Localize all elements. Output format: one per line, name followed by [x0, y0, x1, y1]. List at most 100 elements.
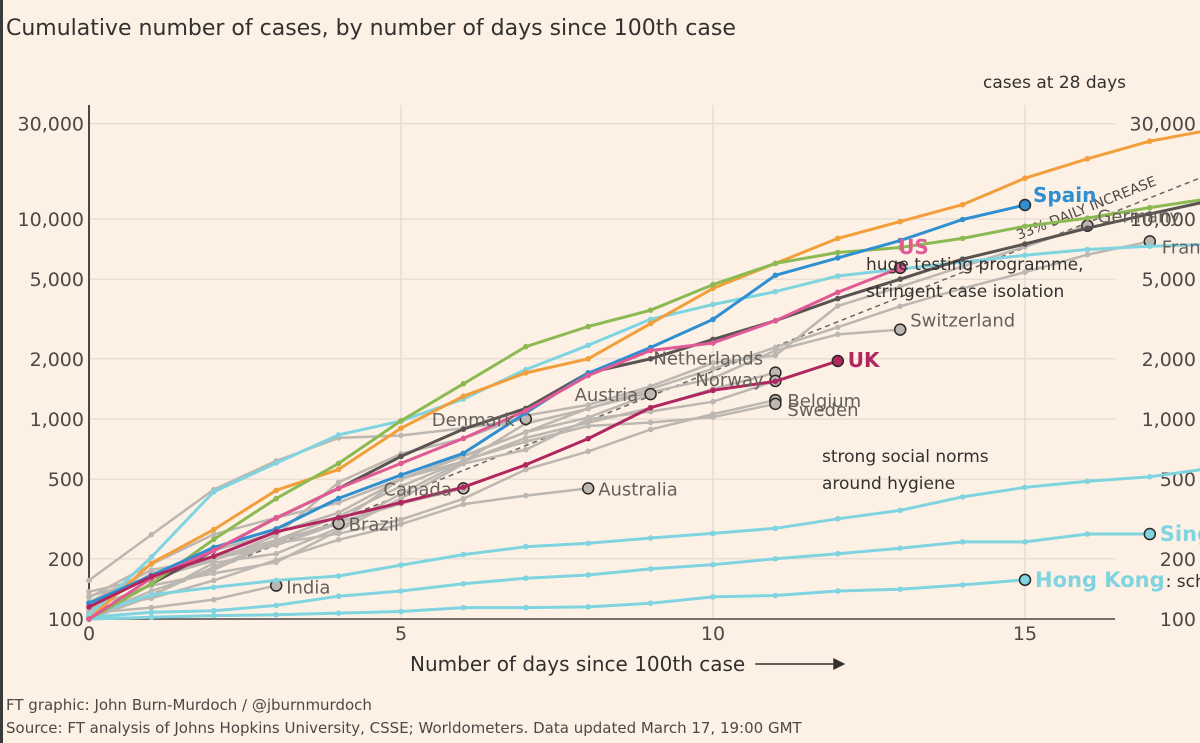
series-point-japan — [647, 535, 654, 541]
series-singapore — [86, 527, 1157, 621]
series-point-china — [835, 235, 841, 242]
series-point-japan — [211, 584, 217, 591]
series-point-france — [211, 559, 217, 566]
series-point-japan — [1084, 478, 1091, 485]
series-iran — [86, 198, 1200, 622]
series-point-france — [959, 285, 966, 292]
series-point-singapore — [398, 588, 404, 594]
series-point-spain — [835, 255, 841, 261]
series-point-uk — [710, 387, 716, 394]
series-point-us — [835, 289, 841, 296]
series-point-hong-kong — [523, 604, 529, 611]
series-point-singapore — [959, 539, 966, 545]
series-point-germany — [335, 479, 342, 486]
x-axis-arrow-head — [833, 658, 846, 670]
series-point-norway — [523, 446, 529, 453]
series-point-iran — [273, 495, 280, 502]
y-tick-label-right: 30,000 — [1130, 114, 1196, 136]
series-point-japan — [835, 515, 841, 522]
series-end-point-austria — [644, 387, 657, 401]
series-point-china — [1147, 138, 1153, 144]
series-label-us: US — [898, 235, 929, 259]
series-point-italy — [897, 276, 903, 283]
series-end-point-hong-kong — [1018, 573, 1032, 587]
series-point-canada — [211, 567, 217, 573]
series-annotation-line2-china: cases at 28 days — [983, 73, 1126, 93]
series-point-uk — [148, 573, 155, 580]
series-point-iran — [1084, 215, 1091, 221]
series-point-belgium — [335, 530, 342, 537]
series-point-india — [211, 596, 217, 603]
series-point-singapore — [772, 555, 779, 562]
series-point-germany — [710, 360, 716, 366]
series-point-australia — [335, 536, 342, 543]
series-point-denmark — [86, 577, 92, 584]
series-point-japan — [772, 525, 779, 532]
series-annotation-hong-kong: : school closures, quarantine, community… — [1166, 572, 1200, 592]
series-point-singapore — [211, 607, 217, 614]
series-label-singapore: Singapore — [1160, 522, 1200, 546]
series-point-india — [148, 604, 155, 611]
series-labels: Chinahad 68,357cases at 28 daysItalyIran… — [286, 73, 1200, 599]
series-point-switzerland — [772, 347, 779, 354]
series-label-hong-kong: Hong Kong — [1035, 568, 1165, 592]
series-point-us — [86, 616, 92, 622]
x-tick-label: 10 — [701, 623, 725, 645]
series-point-japan — [523, 543, 529, 550]
series-label-sweden: Sweden — [787, 400, 858, 421]
x-axis-title: Number of days since 100th case — [410, 652, 846, 676]
series-end-point-uk — [831, 354, 845, 368]
series-label-uk: UK — [848, 348, 881, 372]
series-point-sweden — [398, 483, 404, 490]
series-point-us — [273, 515, 280, 521]
series-label-netherlands: Netherlands — [653, 349, 763, 370]
series-point-iran — [460, 380, 467, 387]
series-annotation-line2-s-korea: stringent case isolation — [866, 282, 1064, 302]
series-india — [86, 579, 283, 616]
y-tick-label-left: 10,000 — [18, 209, 84, 231]
series-point-us — [523, 407, 529, 414]
series-point-singapore — [148, 609, 155, 616]
y-tick-label-left: 2,000 — [30, 349, 84, 371]
series-point-belgium — [523, 466, 529, 473]
series-point-us — [647, 347, 654, 354]
x-tick-label: 15 — [1013, 623, 1037, 645]
series-annotation-s-korea: huge testing programme, — [866, 255, 1084, 275]
series-annotation-japan: strong social norms — [822, 447, 989, 467]
series-point-china — [398, 425, 404, 431]
series-point-s-korea — [647, 316, 654, 323]
series-point-germany — [959, 263, 966, 270]
series-point-s-korea — [1022, 252, 1028, 258]
series-point-uk — [523, 462, 529, 468]
series-point-iran — [398, 417, 404, 424]
series-point-singapore — [460, 580, 467, 587]
series-label-germany: Germany — [1097, 207, 1180, 228]
series-point-china — [148, 560, 155, 567]
series-switzerland — [86, 323, 907, 622]
series-point-hong-kong — [211, 612, 217, 619]
series-uk — [86, 354, 845, 610]
series-point-norway — [398, 495, 404, 502]
series-point-singapore — [1022, 539, 1028, 545]
series-point-us — [710, 340, 716, 346]
series-point-iran — [1147, 204, 1153, 211]
series-point-japan — [585, 540, 591, 547]
source-line: Source: FT analysis of Johns Hopkins Uni… — [6, 719, 802, 737]
series-point-brazil — [273, 542, 280, 548]
x-tick-label: 0 — [83, 623, 95, 645]
series-point-brazil — [148, 567, 155, 573]
series-point-china — [211, 526, 217, 533]
series-point-hong-kong — [585, 604, 591, 610]
series-point-canada — [148, 588, 155, 594]
series-point-china — [460, 393, 467, 400]
series-point-france — [1022, 269, 1028, 275]
y-tick-label-right: 1,000 — [1142, 409, 1196, 431]
series-label-belgium: Belgium — [787, 391, 861, 412]
series-point-germany — [772, 352, 779, 359]
series-point-iran — [523, 343, 529, 350]
series-line-us — [87, 266, 902, 621]
series-point-iran — [148, 580, 155, 587]
series-point-china — [1022, 175, 1028, 181]
chart-subtitle: Cumulative number of cases, by number of… — [6, 16, 736, 41]
series-point-austria — [585, 414, 591, 421]
